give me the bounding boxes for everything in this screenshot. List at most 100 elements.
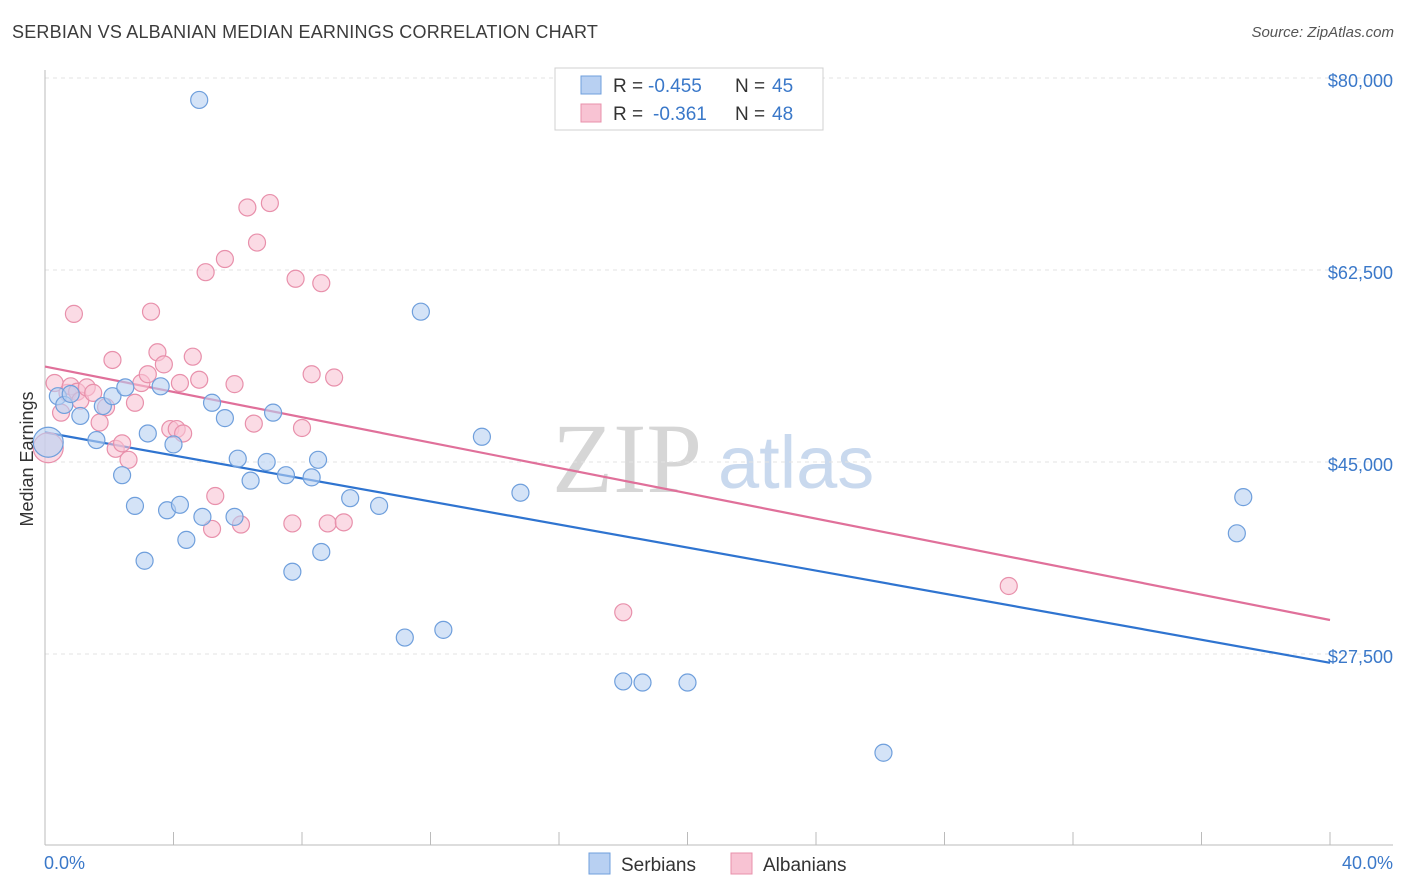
serbians-point: [472, 427, 491, 446]
albanians-point: [90, 413, 109, 432]
serbians-point: [341, 489, 360, 508]
albanians-n-label: N =: [735, 104, 765, 125]
albanians-point: [84, 383, 103, 402]
serbians-point: [135, 551, 154, 570]
albanians-point: [154, 355, 173, 374]
series-legend: Serbians Albanians: [588, 852, 846, 876]
serbians-point: [283, 562, 302, 581]
albanians-r-value: -0.361: [653, 104, 707, 125]
albanians-point: [119, 450, 138, 469]
serbians-point: [202, 393, 222, 412]
albanians-point: [247, 233, 267, 252]
serbians-point: [32, 426, 64, 458]
albanians-point: [286, 269, 305, 288]
albanians-point: [260, 193, 279, 213]
serbians-point: [308, 450, 328, 469]
albanians-point: [318, 514, 337, 533]
albanians-point: [244, 414, 263, 433]
albanians-point: [215, 249, 234, 269]
serbians-point: [225, 507, 244, 526]
albanians-point: [141, 302, 161, 321]
serbians-point: [678, 673, 697, 692]
stats-legend: R = -0.455 N = 45 R = -0.361 N = 48: [554, 67, 824, 131]
serbians-point: [511, 483, 530, 502]
gridlines: [45, 77, 1393, 655]
albanians-point: [196, 263, 215, 282]
serbians-point: [241, 471, 260, 490]
serbians-point: [874, 743, 893, 762]
albanians-point: [238, 198, 257, 217]
serbians-legend-label: Serbians: [621, 855, 696, 876]
serbians-point: [1234, 488, 1253, 507]
serbians-r-value: -0.455: [648, 76, 702, 97]
serbians-point: [164, 435, 183, 454]
serbians-point: [370, 496, 389, 515]
albanians-point: [334, 513, 353, 532]
albanians-legend-label: Albanians: [763, 855, 846, 876]
albanians-point: [103, 350, 122, 370]
serbians-swatch: [580, 75, 602, 95]
chart-title: SERBIAN VS ALBANIAN MEDIAN EARNINGS CORR…: [12, 22, 599, 42]
serbians-point: [302, 468, 321, 487]
albanians-point: [225, 375, 244, 394]
albanians-n-value: 48: [772, 104, 793, 125]
x-tick-label-min: 0.0%: [44, 853, 85, 873]
serbians-point: [434, 620, 453, 639]
albanians-point: [202, 519, 222, 539]
serbians-n-value: 45: [772, 76, 793, 97]
serbians-point: [633, 673, 652, 692]
albanians-r-label: R =: [613, 104, 643, 125]
albanians-point: [112, 434, 132, 453]
serbians-point: [193, 507, 212, 526]
y-tick-labels: $27,500 $45,000 $62,500 $80,000: [1328, 71, 1393, 667]
y-tick-label: $62,500: [1328, 263, 1393, 283]
y-tick-label: $45,000: [1328, 455, 1393, 475]
serbians-point: [61, 384, 80, 404]
albanians-point: [190, 370, 209, 389]
serbians-point: [125, 496, 145, 515]
watermark-zip: ZIP: [552, 403, 702, 514]
serbians-point: [228, 449, 247, 468]
serbians-trend-line: [44, 431, 1331, 664]
serbians-point: [215, 409, 234, 428]
trend-lines: [44, 365, 1331, 664]
albanians-point: [183, 347, 202, 366]
serbians-point: [411, 302, 430, 321]
y-axis-label: Median Earnings: [17, 391, 37, 526]
serbians-r-label: R =: [613, 76, 643, 97]
serbians-point: [116, 378, 135, 397]
serbians-n-label: N =: [735, 76, 765, 97]
serbians-point: [170, 495, 190, 514]
serbians-point: [138, 424, 157, 443]
albanians-legend-swatch: [730, 852, 753, 875]
albanians-point: [999, 576, 1018, 596]
albanians-point: [283, 514, 302, 533]
serbians-point: [71, 406, 90, 426]
serbians-point: [395, 628, 414, 647]
albanians-point: [206, 486, 225, 506]
albanians-point: [302, 365, 321, 384]
serbians-point: [257, 452, 276, 472]
data-points: [32, 90, 1253, 762]
albanians-swatch: [580, 103, 602, 123]
serbians-point: [1227, 524, 1246, 543]
albanians-point: [325, 368, 344, 387]
serbians-point: [151, 377, 170, 396]
albanians-trend-line: [44, 365, 1331, 622]
y-tick-label: $27,500: [1328, 647, 1393, 667]
source-label: Source: ZipAtlas.com: [1251, 24, 1394, 41]
serbians-point: [112, 466, 132, 485]
albanians-point: [138, 365, 157, 384]
albanians-point: [125, 393, 145, 412]
albanians-point: [292, 418, 312, 438]
serbians-point: [103, 387, 122, 406]
serbians-point: [87, 430, 106, 450]
serbians-point: [312, 542, 331, 562]
serbians-legend-swatch: [588, 852, 611, 875]
albanians-point: [64, 304, 84, 323]
albanians-point: [614, 603, 633, 622]
serbians-point: [263, 403, 283, 422]
albanians-point: [170, 373, 190, 393]
albanians-point: [312, 274, 331, 293]
